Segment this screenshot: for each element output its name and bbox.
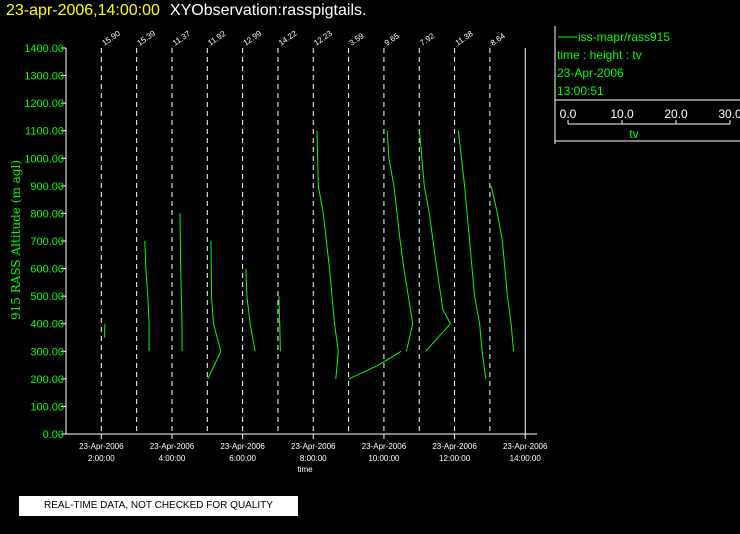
legend-scale-tick-label: 20.0 — [664, 107, 688, 121]
profile-trace — [144, 240, 150, 352]
header-title: XYObservation:rasspigtails. — [169, 2, 367, 19]
x-tick-date-label: 23-Apr-2006 — [362, 442, 407, 451]
y-tick-label: 300.00 — [30, 346, 64, 358]
x-tick-time-label: 14:00:00 — [510, 454, 542, 463]
header-date: 23-apr-2006,14:00:00 — [6, 2, 160, 19]
x-tick-time-label: 8:00:00 — [300, 454, 327, 463]
profile-top-label: 11.38 — [454, 29, 476, 48]
x-tick-time-label: 6:00:00 — [229, 454, 256, 463]
profile-top-label: 12.23 — [312, 28, 334, 47]
profile-top-label: 15.90 — [100, 28, 122, 47]
y-tick-label: 1400.00 — [24, 43, 64, 55]
x-tick-date-label: 23-Apr-2006 — [150, 442, 195, 451]
x-tick-date-label: 23-Apr-2006 — [220, 442, 265, 451]
legend-line-2: time : height : tv — [557, 48, 642, 62]
x-tick-date-label: 23-Apr-2006 — [503, 442, 548, 451]
y-tick-label: 400.00 — [30, 319, 64, 331]
y-tick-label: 100.00 — [30, 401, 64, 413]
y-tick-label: 200.00 — [30, 374, 64, 386]
y-axis-label: 915 RASS Altitude (m agl) — [9, 160, 23, 320]
x-tick-date-label: 23-Apr-2006 — [79, 442, 124, 451]
x-tick-time-label: 10:00:00 — [368, 454, 400, 463]
x-tick-time-label: 4:00:00 — [159, 454, 186, 463]
header: 23-apr-2006,14:00:00 XYObservation:rasspi… — [6, 2, 366, 20]
profile-top-label: 11.92 — [206, 29, 228, 48]
legend-line-3: 23-Apr-2006 — [557, 66, 624, 80]
profile-top-label: 15.39 — [136, 28, 158, 47]
legend-series-name: iss-mapr/rass915 — [578, 30, 670, 44]
y-tick-label: 500.00 — [30, 291, 64, 303]
profile-trace — [278, 296, 281, 352]
profile-top-label: 12.99 — [242, 28, 264, 47]
profile-trace — [207, 240, 222, 380]
x-tick-date-label: 23-Apr-2006 — [291, 442, 336, 451]
y-tick-label: 1300.00 — [24, 71, 64, 83]
x-axis-label: time — [297, 465, 313, 474]
profile-top-label: 3.59 — [348, 31, 366, 48]
profile-trace — [419, 130, 452, 352]
x-tick-time-label: 12:00:00 — [439, 454, 471, 463]
legend-scale-tick-label: 10.0 — [610, 107, 634, 121]
profile-top-label: 11.37 — [171, 29, 193, 48]
profile-trace — [179, 213, 183, 352]
y-tick-label: 600.00 — [30, 264, 64, 276]
legend-scale-tick-label: 0.0 — [560, 107, 577, 121]
profile-top-label: 7.92 — [418, 31, 436, 48]
profile-trace — [490, 185, 515, 352]
y-tick-label: 700.00 — [30, 236, 64, 248]
profile-trace — [245, 268, 256, 352]
profile-trace — [386, 130, 414, 352]
profile-trace — [457, 130, 487, 379]
profile-top-label: 14.22 — [277, 28, 299, 47]
y-tick-label: 1100.00 — [25, 126, 64, 138]
y-tick-label: 1000.00 — [24, 153, 64, 165]
y-tick-label: 800.00 — [30, 208, 64, 220]
profile-top-label: 8.64 — [489, 31, 507, 48]
profile-trace — [348, 350, 402, 380]
legend-scale-tick-label: 30.0 — [718, 107, 740, 121]
legend-line-4: 13:00:51 — [557, 84, 604, 98]
y-tick-label: 0.00 — [43, 429, 64, 441]
x-tick-time-label: 2:00:00 — [88, 454, 115, 463]
y-tick-label: 900.00 — [30, 181, 64, 193]
y-tick-label: 1200.00 — [24, 98, 64, 110]
x-tick-date-label: 23-Apr-2006 — [432, 442, 477, 451]
profile-trace — [316, 130, 339, 379]
legend-scale-label: tv — [629, 127, 638, 141]
profile-top-label: 9.65 — [383, 31, 401, 48]
quality-disclaimer: REAL-TIME DATA, NOT CHECKED FOR QUALITY — [19, 496, 298, 516]
